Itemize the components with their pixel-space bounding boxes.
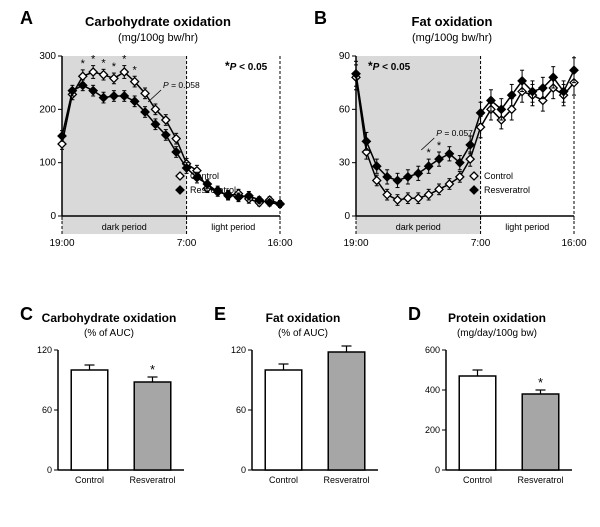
svg-text:Protein oxidation: Protein oxidation	[448, 311, 546, 325]
svg-text:dark period: dark period	[396, 222, 441, 232]
svg-text:19:00: 19:00	[343, 238, 368, 249]
svg-text:B: B	[314, 10, 327, 28]
figure-svg: A Carbohydrate oxidation (mg/100g bw/hr) 0 1…	[10, 10, 590, 517]
svg-text:200: 200	[39, 104, 56, 115]
svg-text:D: D	[408, 304, 421, 324]
svg-text:7:00: 7:00	[471, 238, 491, 249]
svg-text:Control: Control	[75, 475, 104, 485]
svg-text:600: 600	[425, 345, 440, 355]
svg-text:Carbohydrate oxidation: Carbohydrate oxidation	[85, 14, 231, 29]
svg-text:*: *	[112, 61, 117, 73]
svg-text:Resveratrol: Resveratrol	[190, 185, 236, 195]
svg-text:Resveratrol: Resveratrol	[484, 185, 530, 195]
svg-text:*: *	[133, 64, 138, 76]
svg-text:Carbohydrate oxidation: Carbohydrate oxidation	[42, 311, 177, 325]
svg-text:*: *	[101, 57, 106, 69]
svg-text:(% of AUC): (% of AUC)	[278, 328, 328, 339]
svg-text:0: 0	[47, 465, 52, 475]
svg-text:Control: Control	[484, 171, 513, 181]
svg-text:*: *	[150, 362, 155, 377]
svg-text:30: 30	[339, 158, 351, 169]
svg-text:19:00: 19:00	[49, 238, 74, 249]
svg-text:Resveratrol: Resveratrol	[129, 475, 175, 485]
svg-text:(% of AUC): (% of AUC)	[84, 328, 134, 339]
svg-text:120: 120	[231, 345, 246, 355]
svg-text:dark period: dark period	[102, 222, 147, 232]
svg-text:A: A	[20, 10, 33, 28]
svg-text:E: E	[214, 304, 226, 324]
svg-text:light period: light period	[211, 222, 255, 232]
svg-text:0: 0	[435, 465, 440, 475]
svg-text:90: 90	[339, 51, 351, 62]
svg-text:P = 0.058: P = 0.058	[163, 80, 200, 90]
svg-text:0: 0	[344, 211, 350, 222]
svg-text:60: 60	[42, 405, 52, 415]
figure-root: A Carbohydrate oxidation (mg/100g bw/hr) 0 1…	[10, 10, 590, 517]
svg-text:0: 0	[241, 465, 246, 475]
svg-text:P = 0.057: P = 0.057	[436, 128, 473, 138]
svg-text:7:00: 7:00	[177, 238, 197, 249]
svg-text:(mg/100g bw/hr): (mg/100g bw/hr)	[118, 32, 198, 44]
svg-text:400: 400	[425, 385, 440, 395]
svg-text:*: *	[122, 54, 127, 66]
svg-text:Fat oxidation: Fat oxidation	[412, 14, 493, 29]
svg-text:200: 200	[425, 425, 440, 435]
svg-text:*: *	[91, 54, 96, 66]
svg-text:*: *	[437, 140, 442, 152]
svg-text:Control: Control	[463, 475, 492, 485]
svg-text:light period: light period	[505, 222, 549, 232]
svg-text:60: 60	[236, 405, 246, 415]
svg-text:100: 100	[39, 158, 56, 169]
svg-text:Resveratrol: Resveratrol	[323, 475, 369, 485]
svg-text:(mg/100g bw/hr): (mg/100g bw/hr)	[412, 32, 492, 44]
svg-text:(mg/day/100g bw): (mg/day/100g bw)	[457, 328, 537, 339]
svg-text:Control: Control	[190, 171, 219, 181]
svg-text:*: *	[427, 147, 432, 159]
svg-text:16:00: 16:00	[267, 238, 292, 249]
svg-text:*: *	[538, 375, 543, 390]
svg-text:*P < 0.05: *P < 0.05	[368, 59, 411, 73]
svg-text:120: 120	[37, 345, 52, 355]
svg-text:C: C	[20, 304, 33, 324]
svg-text:Fat oxidation: Fat oxidation	[266, 311, 341, 325]
svg-text:Resveratrol: Resveratrol	[517, 475, 563, 485]
svg-text:*P < 0.05: *P < 0.05	[225, 59, 268, 73]
svg-text:16:00: 16:00	[561, 238, 586, 249]
svg-text:Control: Control	[269, 475, 298, 485]
svg-text:300: 300	[39, 51, 56, 62]
svg-text:*: *	[81, 58, 86, 70]
svg-text:0: 0	[50, 211, 56, 222]
svg-text:60: 60	[339, 104, 351, 115]
